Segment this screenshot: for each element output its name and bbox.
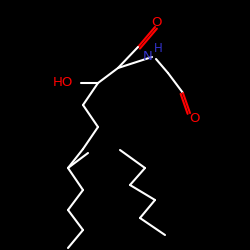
Text: N: N	[143, 50, 153, 64]
Text: HO: HO	[52, 76, 73, 90]
Text: O: O	[189, 112, 199, 124]
Text: H: H	[154, 42, 162, 56]
Text: O: O	[152, 16, 162, 28]
